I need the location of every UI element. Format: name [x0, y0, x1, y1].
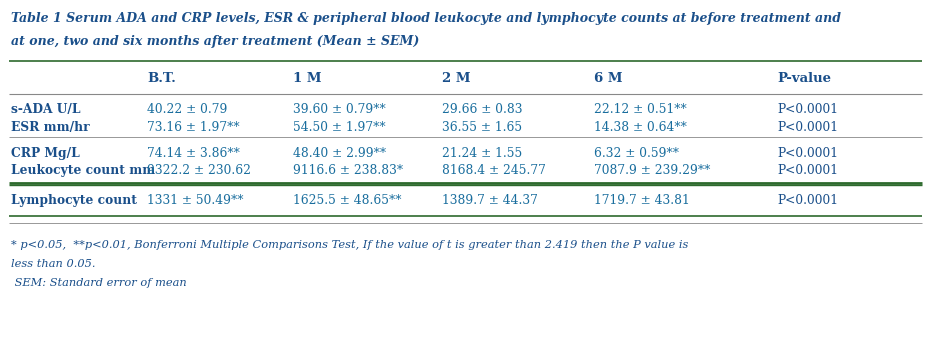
Text: 14.38 ± 0.64**: 14.38 ± 0.64** [594, 120, 687, 134]
Text: 8168.4 ± 245.77: 8168.4 ± 245.77 [442, 164, 546, 177]
Text: P<0.0001: P<0.0001 [777, 147, 839, 160]
Text: P-value: P-value [777, 72, 831, 85]
Text: 1331 ± 50.49**: 1331 ± 50.49** [147, 193, 244, 207]
Text: P<0.0001: P<0.0001 [777, 164, 839, 177]
Text: Table 1 Serum ADA and CRP levels, ESR & peripheral blood leukocyte and lymphocyt: Table 1 Serum ADA and CRP levels, ESR & … [11, 12, 842, 25]
Text: 6.32 ± 0.59**: 6.32 ± 0.59** [594, 147, 679, 160]
Text: 7087.9 ± 239.29**: 7087.9 ± 239.29** [594, 164, 710, 177]
Text: B.T.: B.T. [147, 72, 176, 85]
Text: s-ADA U/L: s-ADA U/L [11, 103, 81, 116]
Text: 9116.6 ± 238.83*: 9116.6 ± 238.83* [293, 164, 403, 177]
Text: at one, two and six months after treatment (Mean ± SEM): at one, two and six months after treatme… [11, 35, 420, 48]
Text: 1 M: 1 M [293, 72, 322, 85]
Text: P<0.0001: P<0.0001 [777, 120, 839, 134]
Text: 39.60 ± 0.79**: 39.60 ± 0.79** [293, 103, 386, 116]
Text: 29.66 ± 0.83: 29.66 ± 0.83 [442, 103, 522, 116]
Text: 74.14 ± 3.86**: 74.14 ± 3.86** [147, 147, 240, 160]
Text: ESR mm/hr: ESR mm/hr [11, 120, 89, 134]
Text: less than 0.05.: less than 0.05. [11, 259, 96, 269]
Text: SEM: Standard error of mean: SEM: Standard error of mean [11, 278, 187, 288]
Text: 6 M: 6 M [594, 72, 623, 85]
Text: P<0.0001: P<0.0001 [777, 193, 839, 207]
Text: 1389.7 ± 44.37: 1389.7 ± 44.37 [442, 193, 538, 207]
Text: 1625.5 ± 48.65**: 1625.5 ± 48.65** [293, 193, 402, 207]
Text: * p<0.05,  **p<0.01, Bonferroni Multiple Comparisons Test, If the value of t is : * p<0.05, **p<0.01, Bonferroni Multiple … [11, 240, 689, 250]
Text: 54.50 ± 1.97**: 54.50 ± 1.97** [293, 120, 385, 134]
Text: Lymphocyte count: Lymphocyte count [11, 193, 137, 207]
Text: 21.24 ± 1.55: 21.24 ± 1.55 [442, 147, 522, 160]
Text: 40.22 ± 0.79: 40.22 ± 0.79 [147, 103, 227, 116]
Text: 9322.2 ± 230.62: 9322.2 ± 230.62 [147, 164, 251, 177]
Text: 1719.7 ± 43.81: 1719.7 ± 43.81 [594, 193, 690, 207]
Text: 48.40 ± 2.99**: 48.40 ± 2.99** [293, 147, 386, 160]
Text: 2 M: 2 M [442, 72, 471, 85]
Text: Leukocyte count mm: Leukocyte count mm [11, 164, 155, 177]
Text: 73.16 ± 1.97**: 73.16 ± 1.97** [147, 120, 239, 134]
Text: CRP Mg/L: CRP Mg/L [11, 147, 80, 160]
Text: 36.55 ± 1.65: 36.55 ± 1.65 [442, 120, 522, 134]
Text: 22.12 ± 0.51**: 22.12 ± 0.51** [594, 103, 687, 116]
Text: P<0.0001: P<0.0001 [777, 103, 839, 116]
